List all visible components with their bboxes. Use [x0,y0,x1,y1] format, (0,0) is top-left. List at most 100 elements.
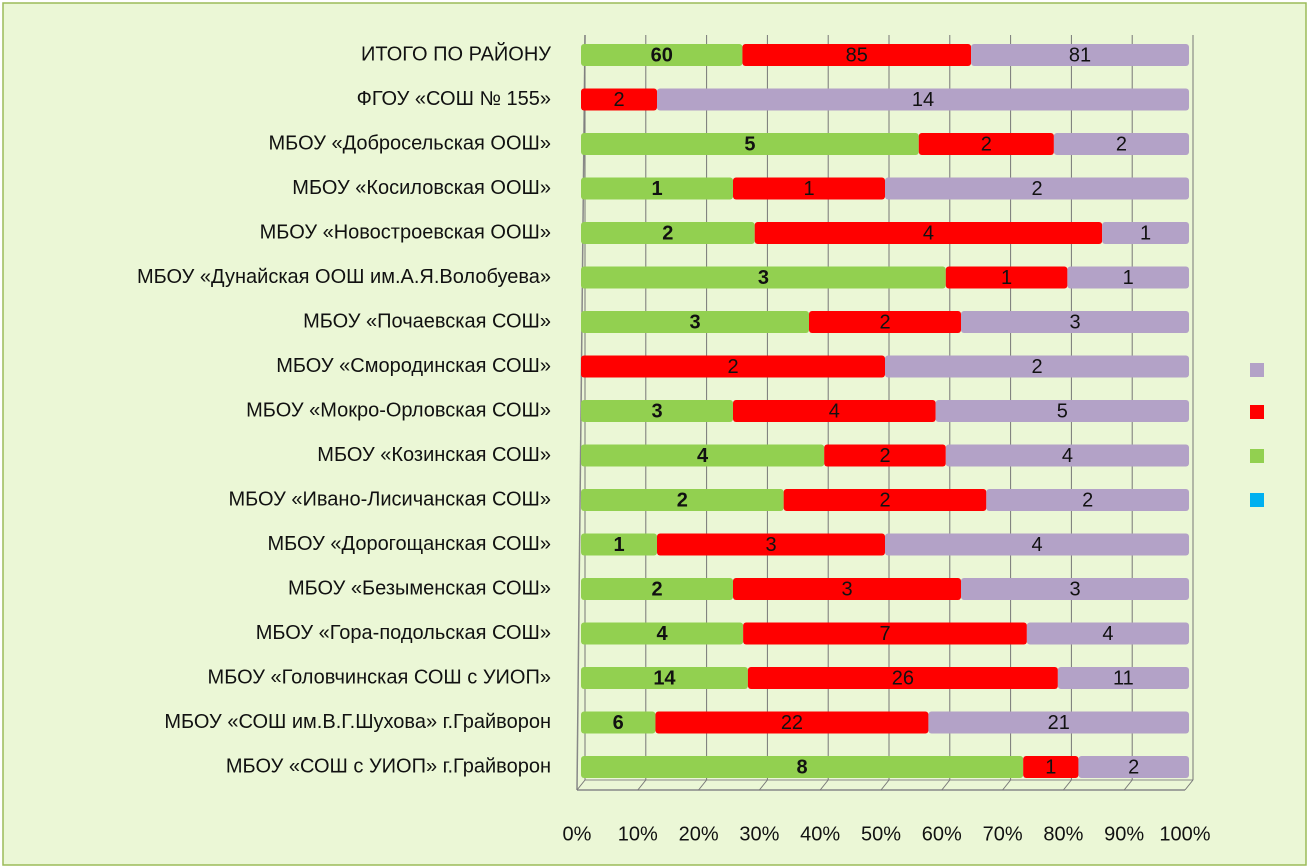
category-label: МБОУ «Дунайская ООШ им.А.Я.Волобуева» [137,266,551,288]
category-label: МБОУ «Мокро-Орловская СОШ» [246,399,551,421]
bar-segment [657,533,885,556]
bar-segment [581,266,946,289]
x-tick-label: 70% [983,823,1023,845]
legend-swatch [1250,405,1264,419]
data-label: 1 [613,534,624,556]
data-label: 2 [879,311,890,333]
data-label: 3 [1069,311,1080,333]
bar-segment [1053,133,1189,155]
grid-floor [880,779,890,791]
bar-segment [918,133,1054,155]
bar-segment [581,133,919,155]
bar-segment [824,444,946,467]
data-label: 4 [1031,534,1042,556]
category-label: МБОУ «Почаевская СОШ» [303,310,551,332]
data-label: 11 [1113,667,1134,689]
bar-segment [581,44,743,66]
data-label: 4 [923,222,934,244]
category-label: МБОУ «Новостроевская ООШ» [260,221,551,243]
data-label: 14 [653,667,676,689]
category-label: МБОУ «Гора-подольская СОШ» [256,622,551,644]
data-label: 81 [1069,44,1091,66]
data-label: 3 [841,578,852,600]
data-label: 2 [613,89,624,111]
bar-segment [885,355,1189,378]
data-label: 6 [613,712,624,734]
grid-floor [759,779,768,791]
bar-segment [1067,266,1189,289]
x-tick-label: 40% [800,823,840,845]
category-label: МБОУ «Добросельская ООШ» [269,132,551,154]
x-tick-label: 20% [679,823,719,845]
data-label: 14 [912,89,934,111]
bar-segment [581,533,657,556]
bar-segment [961,311,1189,333]
bar-segment [655,711,929,734]
bar-segment [581,88,657,111]
x-tick-label: 10% [618,823,658,845]
data-label: 2 [1082,489,1093,511]
bar-segment [581,355,885,378]
grid-floor [819,779,829,791]
data-label: 1 [1045,756,1056,778]
data-label: 7 [879,623,890,645]
x-tick-label: 80% [1043,823,1083,845]
data-label: 1 [1123,267,1134,289]
data-label: 26 [892,667,914,689]
bar-segment [581,578,733,600]
bar-segment [581,667,748,689]
grid-floor [1063,779,1072,791]
data-label: 2 [1128,756,1139,778]
data-label: 3 [765,534,776,556]
grid-floor [576,779,586,791]
data-label: 2 [677,489,688,511]
data-label: 3 [689,311,700,333]
x-tick-label: 0% [563,823,592,845]
bar-segment [971,44,1189,66]
data-label: 2 [1031,356,1042,378]
grid-floor [1184,779,1194,791]
bar-segment [754,222,1103,244]
data-label: 2 [651,578,662,600]
bar-segment [961,578,1189,600]
bar-segment [733,400,936,422]
x-tick-label: 90% [1104,823,1144,845]
data-label: 4 [657,623,669,645]
grid-floor [698,779,707,791]
grid-floor [1123,779,1133,791]
data-label: 3 [1069,578,1080,600]
category-label: МБОУ «Козинская СОШ» [317,444,551,466]
category-label: МБОУ «Головчинская СОШ с УИОП» [208,666,551,688]
data-label: 5 [744,133,755,155]
legend-swatch [1250,493,1264,507]
x-tick-label: 100% [1159,823,1210,845]
bar-segment [733,177,885,200]
bar-segment [747,667,1058,689]
data-label: 2 [1031,178,1042,200]
category-label: МБОУ «Смородинская СОШ» [276,355,551,377]
data-label: 21 [1048,712,1070,734]
bar-segment [928,711,1189,734]
bar-segment [986,489,1189,511]
data-label: 2 [879,445,890,467]
category-label: ИТОГО ПО РАЙОНУ [361,41,551,65]
data-label: 2 [1116,133,1127,155]
bar-segment [581,177,733,200]
data-label: 1 [651,178,662,200]
data-label: 8 [797,756,808,778]
data-label: 4 [1062,445,1073,467]
x-tick-label: 60% [922,823,962,845]
data-label: 5 [1057,400,1068,422]
data-label: 2 [727,356,738,378]
bar-segment [581,489,784,511]
x-tick-label: 30% [739,823,779,845]
category-label: МБОУ «Безыменская СОШ» [288,577,551,599]
bar-segment [581,622,744,645]
bar-segment [581,711,656,734]
category-label: МБОУ «Косиловская ООШ» [292,177,551,199]
bar-segment [945,444,1189,467]
bar-segment [935,400,1189,422]
category-label: МБОУ «СОШ с УИОП» г.Грайворон [226,755,551,777]
x-tick-label: 50% [861,823,901,845]
